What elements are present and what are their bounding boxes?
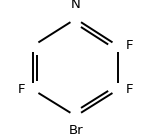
Text: Br: Br [68,124,83,137]
Text: F: F [17,83,25,96]
Text: N: N [71,0,81,11]
Text: F: F [126,39,133,52]
Text: F: F [126,83,133,96]
